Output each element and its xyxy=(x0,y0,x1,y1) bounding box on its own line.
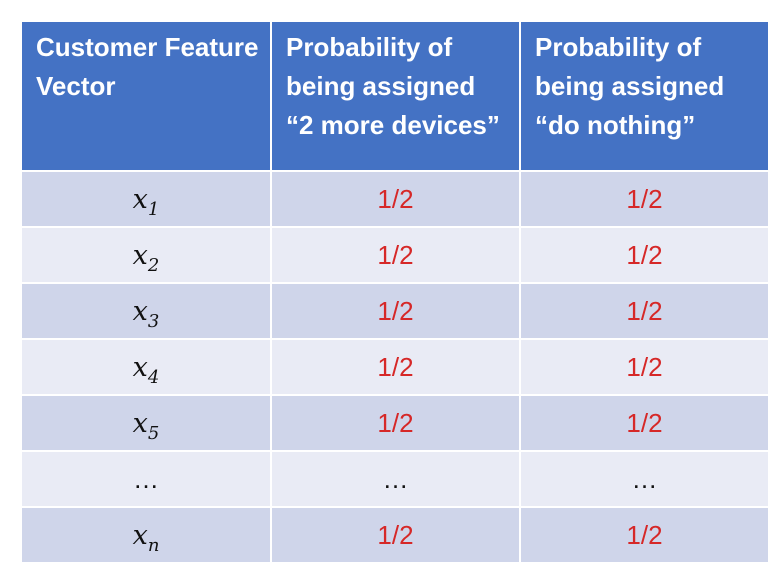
probability-table: Customer Feature Vector Probability of b… xyxy=(20,20,770,564)
prob-2-more-cell: 1/2 xyxy=(270,226,521,284)
header-feature-vector: Customer Feature Vector xyxy=(20,20,272,172)
table-row: x3 1/2 1/2 xyxy=(20,282,770,340)
prob-do-nothing-cell: 1/2 xyxy=(519,170,770,228)
prob-2-more-cell: 1/2 xyxy=(270,170,521,228)
feature-variable: x1 xyxy=(132,183,160,220)
prob-do-nothing-cell: 1/2 xyxy=(519,226,770,284)
feature-variable: x3 xyxy=(132,295,160,332)
header-prob-do-nothing: Probability of being assigned “do nothin… xyxy=(519,20,770,172)
header-prob-2-more-devices: Probability of being assigned “2 more de… xyxy=(270,20,521,172)
feature-variable: xn xyxy=(132,519,160,556)
feature-vector-cell: xn xyxy=(20,506,272,564)
feature-variable: x2 xyxy=(132,239,160,276)
header-row: Customer Feature Vector Probability of b… xyxy=(20,20,770,172)
feature-variable: x4 xyxy=(132,351,160,388)
ellipsis-cell: … xyxy=(519,450,770,508)
feature-vector-cell: x5 xyxy=(20,394,272,452)
table-row: x2 1/2 1/2 xyxy=(20,226,770,284)
table-row: xn 1/2 1/2 xyxy=(20,506,770,564)
table-row-ellipsis: … … … xyxy=(20,450,770,508)
prob-do-nothing-cell: 1/2 xyxy=(519,506,770,564)
table-row: x1 1/2 1/2 xyxy=(20,170,770,228)
table-row: x5 1/2 1/2 xyxy=(20,394,770,452)
feature-vector-cell: x3 xyxy=(20,282,272,340)
prob-2-more-cell: 1/2 xyxy=(270,282,521,340)
feature-vector-cell: x2 xyxy=(20,226,272,284)
prob-do-nothing-cell: 1/2 xyxy=(519,338,770,396)
feature-variable: x5 xyxy=(132,407,160,444)
table-row: x4 1/2 1/2 xyxy=(20,338,770,396)
prob-2-more-cell: 1/2 xyxy=(270,338,521,396)
ellipsis-cell: … xyxy=(270,450,521,508)
prob-do-nothing-cell: 1/2 xyxy=(519,394,770,452)
feature-vector-cell: x1 xyxy=(20,170,272,228)
prob-2-more-cell: 1/2 xyxy=(270,506,521,564)
prob-2-more-cell: 1/2 xyxy=(270,394,521,452)
feature-vector-cell: x4 xyxy=(20,338,272,396)
ellipsis-cell: … xyxy=(20,450,272,508)
prob-do-nothing-cell: 1/2 xyxy=(519,282,770,340)
